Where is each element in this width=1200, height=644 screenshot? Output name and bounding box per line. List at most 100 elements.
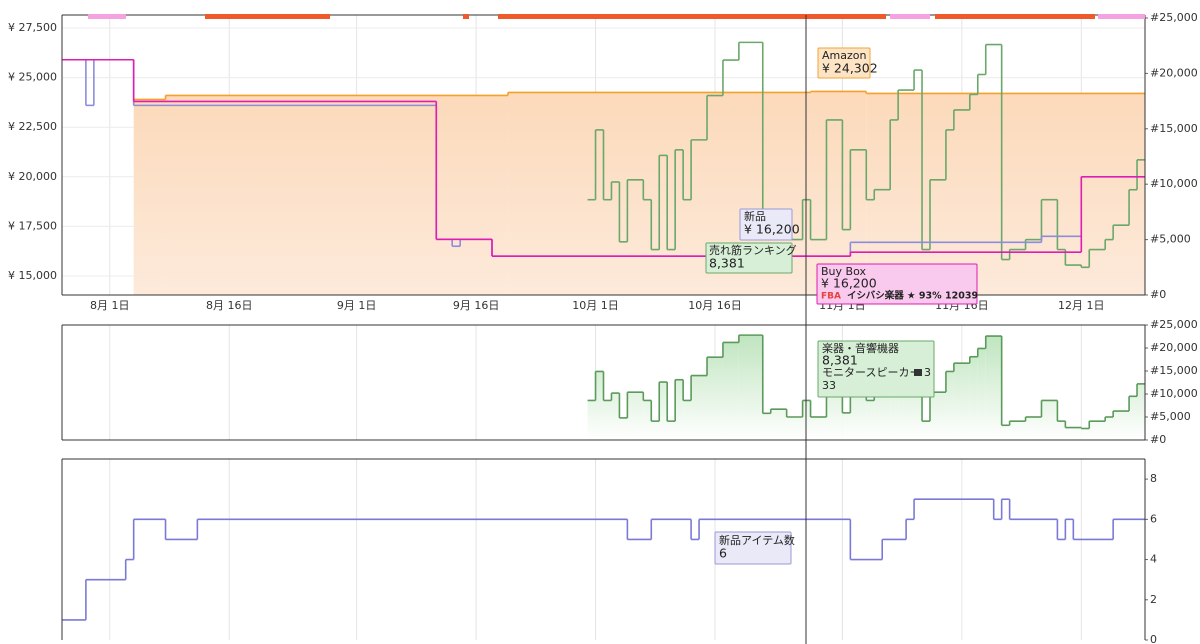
area-step: [1057, 421, 1066, 440]
y2-tick-label: #20,000: [1150, 66, 1198, 79]
area-step: [619, 417, 628, 440]
tooltip-title: 楽器・音響機器: [822, 341, 899, 355]
tooltip-value: 6: [719, 546, 727, 561]
tooltip-value: ¥ 24,302: [822, 61, 878, 76]
area-step: [1009, 421, 1026, 440]
area-step: [874, 396, 891, 440]
area-step: [659, 382, 668, 440]
tooltip-value: 33: [822, 379, 836, 392]
area-step: [165, 95, 508, 295]
area-step: [627, 392, 644, 440]
y-tick-label: ¥ 22,500: [8, 120, 57, 133]
area-step: [595, 371, 604, 440]
y2-tick-label: #0: [1150, 288, 1166, 301]
area-step: [977, 348, 986, 440]
area-step: [969, 356, 978, 440]
y-tick-label: ¥ 15,000: [8, 269, 57, 282]
tooltip-value: ¥ 16,200: [744, 222, 800, 237]
area-step: [890, 367, 899, 440]
strip-mark: [935, 14, 1095, 19]
area-step: [770, 409, 787, 440]
strip-mark: [463, 14, 469, 19]
tooltip: 新品¥ 16,200: [739, 208, 800, 241]
area-step: [722, 342, 739, 440]
area-step: [802, 400, 811, 440]
y-tick-label: #15,000: [1150, 364, 1198, 377]
area-step: [1113, 411, 1130, 440]
area-step: [985, 336, 1002, 440]
area-step: [667, 421, 676, 440]
strip-mark: [1098, 14, 1145, 19]
area-step: [1025, 417, 1042, 440]
x-tick-label: 10月 16日: [688, 299, 742, 312]
tooltip-value: 8,381: [709, 256, 745, 271]
strip-mark: [88, 14, 126, 19]
y-tick-label: 8: [1150, 472, 1157, 485]
area-step: [1001, 425, 1010, 440]
tooltip-value: 8,381: [822, 353, 858, 368]
tooltip-value: イシバシ楽器 ★ 93%: [847, 290, 942, 302]
area-step: [133, 99, 166, 295]
tooltip-value: ¥ 16,200: [821, 276, 877, 291]
area-step: [738, 335, 763, 440]
area-step: [683, 400, 692, 440]
y-tick-label: #25,000: [1150, 318, 1198, 331]
tooltip-box: [817, 47, 871, 79]
y-tick-label: ¥ 20,000: [8, 170, 57, 183]
tooltip-box: [816, 263, 978, 305]
strip-mark: [890, 14, 930, 19]
area-step: [842, 412, 851, 440]
series: [62, 498, 1145, 621]
strip-mark: [205, 14, 330, 19]
area-step: [866, 400, 875, 440]
area-step: [707, 357, 723, 440]
y-tick-label: #5,000: [1150, 410, 1191, 423]
tooltip-box: [817, 340, 935, 398]
area-step: [762, 413, 771, 440]
area-step: [953, 363, 970, 440]
x-tick-label: 8月 1日: [90, 299, 130, 312]
area-step: [611, 393, 620, 440]
panel: 8月 1日 8月 16日 9月 1日 9月 16日 10月 1日 10月 16日 11月 1…: [8, 11, 1198, 312]
tooltip-value: 12039: [945, 291, 978, 302]
tooltip-title: Amazon: [822, 49, 866, 62]
area-step: [945, 371, 954, 440]
y-tick-label: 6: [1150, 512, 1157, 525]
area-step: [922, 421, 930, 440]
tooltip-value: FBA: [821, 292, 841, 302]
area-step: [1129, 396, 1138, 440]
panel: #0 #5,000 #10,000 #15,000 #20,000 #25,000: [61, 318, 1198, 446]
area-step: [651, 421, 660, 440]
y2-tick-label: #15,000: [1150, 122, 1198, 135]
tooltip-value: モニタースピーカー: [822, 366, 920, 379]
area-step: [1065, 427, 1082, 440]
tooltip-title: 新品: [744, 209, 766, 223]
tooltip: Amazon¥ 24,302: [817, 47, 878, 79]
area-step: [1041, 400, 1058, 440]
x-tick-label: 9月 16日: [453, 299, 500, 312]
y-tick-label: #20,000: [1150, 341, 1198, 354]
area-step: [810, 91, 867, 295]
area-step: [643, 400, 652, 440]
area-step: [675, 379, 684, 440]
y-tick-label: ¥ 27,500: [8, 21, 57, 34]
area-step: [1137, 383, 1145, 440]
tooltip-title: Buy Box: [821, 265, 866, 278]
y-tick-label: 0: [1150, 633, 1157, 644]
area-step: [603, 400, 612, 440]
x-tick-label: 8月 16日: [206, 299, 253, 312]
area-step: [1089, 421, 1106, 440]
y-tick-label: ¥ 25,000: [8, 71, 57, 84]
y2-tick-label: #5,000: [1150, 233, 1191, 246]
series: [133, 90, 1145, 295]
tooltip-box: [739, 208, 793, 241]
y-tick-label: 4: [1150, 553, 1157, 566]
area-step: [1105, 417, 1114, 440]
tooltip-box: [714, 531, 792, 565]
y-tick-label: #0: [1150, 433, 1166, 446]
tooltip-title: 売れ筋ランキング: [709, 243, 797, 257]
